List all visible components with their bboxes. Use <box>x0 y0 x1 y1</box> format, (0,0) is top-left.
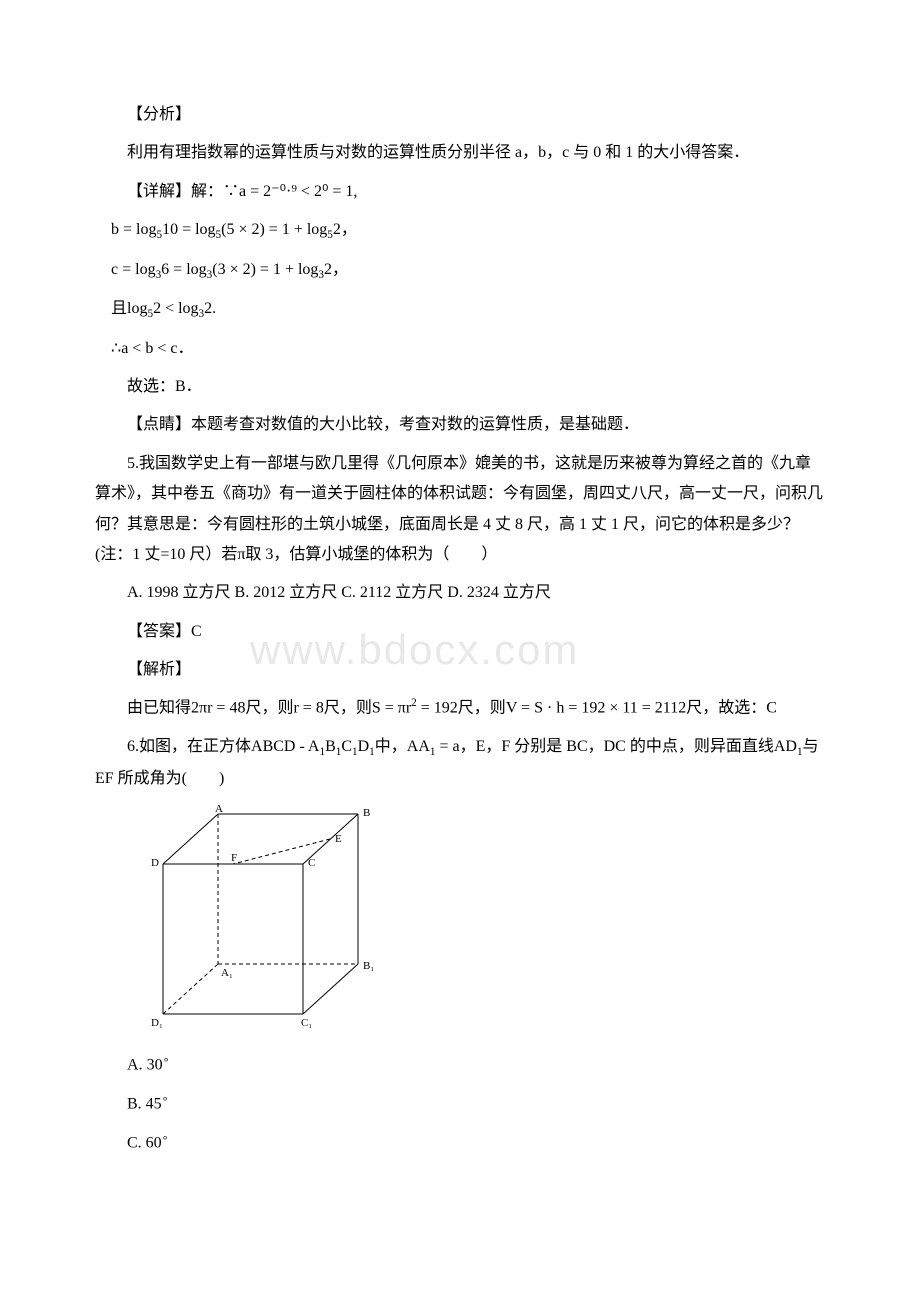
edge-D1A1 <box>163 964 218 1014</box>
q5s-p2: 尺，则 <box>245 700 293 717</box>
q6-e1a: ABCD - A <box>251 738 319 755</box>
label-C1: C₁ <box>301 1017 312 1029</box>
label-B: B <box>363 807 370 819</box>
q6-e3a: AD <box>774 738 797 755</box>
eq5-line: ∴a < b < c． <box>95 334 825 364</box>
eq3-e: 2 <box>324 261 332 278</box>
eq4-line: 且log52 < log32. <box>95 294 825 325</box>
optA-deg: ∘ <box>163 1054 170 1066</box>
eq3-l: c = log <box>111 261 156 278</box>
q6-e1d: D <box>358 738 370 755</box>
eq3-m1: 6 = log <box>161 261 206 278</box>
optB-deg: ∘ <box>162 1093 169 1105</box>
eq5-end: ． <box>177 340 193 357</box>
q6-text: 6.如图，在正方体ABCD - A1B1C1D1中，AA1 = a，E，F 分别… <box>95 732 825 794</box>
q5s-p5: 尺，故选：C <box>686 700 777 717</box>
optB-pre: B. <box>127 1096 146 1113</box>
optC-deg: ∘ <box>162 1132 169 1144</box>
dianjing: 【点睛】本题考查对数值的大小比较，考查对数的运算性质，是基础题． <box>95 410 825 440</box>
label-A1: A₁ <box>221 967 233 979</box>
label-A: A <box>215 804 223 815</box>
eq2-l: b = log <box>111 221 156 238</box>
q5-answer: 【答案】C <box>95 617 825 647</box>
option-B: B. 45∘ <box>95 1089 825 1120</box>
q6-e1b: B <box>325 738 336 755</box>
option-A: A. 30∘ <box>95 1050 825 1081</box>
eq3-line: c = log36 = log3(3 × 2) = 1 + log32， <box>95 255 825 286</box>
q6-e1c: C <box>341 738 352 755</box>
q5-text: 5.我国数学史上有一部堪与欧几里得《几何原本》媲美的书，这就是历来被尊为算经之首… <box>95 449 825 571</box>
edge-DA <box>163 814 218 864</box>
eq4-m: 2 < log <box>153 300 198 317</box>
q5s-e3a: S = πr <box>372 700 411 717</box>
label-F: F <box>231 852 237 864</box>
detail-line: 【详解】解：∵a = 2⁻⁰·⁹ < 2⁰ = 1, <box>95 177 825 207</box>
optC-pre: C. <box>127 1134 146 1151</box>
eq3-m2: (3 × 2) = 1 + log <box>212 261 318 278</box>
optA-val: 30 <box>147 1057 163 1074</box>
detail-prefix: 解：∵ <box>191 183 239 200</box>
eq3-comma: ， <box>332 261 348 278</box>
q5s-e2: r = 8 <box>293 700 323 717</box>
q5s-e3b: = 192 <box>417 700 458 717</box>
edge-B1C1 <box>303 964 358 1014</box>
q6-e2b: = a <box>435 738 459 755</box>
eq1: a = 2⁻⁰·⁹ < 2⁰ = 1, <box>239 183 357 200</box>
q5s-p1: 由已知得 <box>127 700 191 717</box>
cube-diagram: A B C D E F A₁ B₁ C₁ D₁ <box>143 804 825 1040</box>
eq2-line: b = log510 = log5(5 × 2) = 1 + log52， <box>95 215 825 246</box>
eq2-e: 2 <box>333 221 341 238</box>
q5s-e4: V = S · h = 192 × 11 = 2112 <box>506 700 686 717</box>
option-C: C. 60∘ <box>95 1128 825 1159</box>
optC-val: 60 <box>146 1134 162 1151</box>
eq4-pre: 且 <box>111 300 127 317</box>
detail-label: 【详解】 <box>127 183 191 200</box>
q5-solution: 由已知得2πr = 48尺，则r = 8尺，则S = πr2 = 192尺，则V… <box>95 693 825 724</box>
analysis-label: 【分析】 <box>95 100 825 130</box>
q5s-p4: 尺，则 <box>458 700 506 717</box>
label-E: E <box>335 833 342 845</box>
eq5-pre: ∴ <box>111 340 121 357</box>
label-C: C <box>308 857 315 869</box>
conclusion: 故选：B． <box>95 372 825 402</box>
q5-options: A. 1998 立方尺 B. 2012 立方尺 C. 2112 立方尺 D. 2… <box>95 578 825 608</box>
q6-p1b: 中， <box>375 738 407 755</box>
optA-pre: A. <box>127 1057 147 1074</box>
q5s-p3: 尺，则 <box>324 700 372 717</box>
q5s-e1: 2πr = 48 <box>191 700 245 717</box>
eq4-e: 2. <box>204 300 216 317</box>
q5-jiexi: 【解析】 <box>95 655 825 685</box>
label-D: D <box>151 857 159 869</box>
analysis-text: 利用有理指数幂的运算性质与对数的运算性质分别半径 a，b，c 与 0 和 1 的… <box>95 138 825 168</box>
cube-svg: A B C D E F A₁ B₁ C₁ D₁ <box>143 804 383 1029</box>
label-D1: D₁ <box>151 1017 163 1029</box>
q6-p1c: ，E，F 分别是 BC，DC 的中点，则异面直线 <box>460 738 774 755</box>
optB-val: 45 <box>146 1096 162 1113</box>
label-B1: B₁ <box>363 960 374 972</box>
eq5-body: a < b < c <box>121 340 177 357</box>
q6-p1a: 6.如图，在正方体 <box>127 738 251 755</box>
eq2-m1: 10 = log <box>162 221 215 238</box>
eq2-m2: (5 × 2) = 1 + log <box>221 221 327 238</box>
eq2-comma: ， <box>341 221 357 238</box>
line-EF <box>233 839 330 864</box>
q6-e2a: AA <box>407 738 430 755</box>
eq4-l1: log <box>127 300 147 317</box>
